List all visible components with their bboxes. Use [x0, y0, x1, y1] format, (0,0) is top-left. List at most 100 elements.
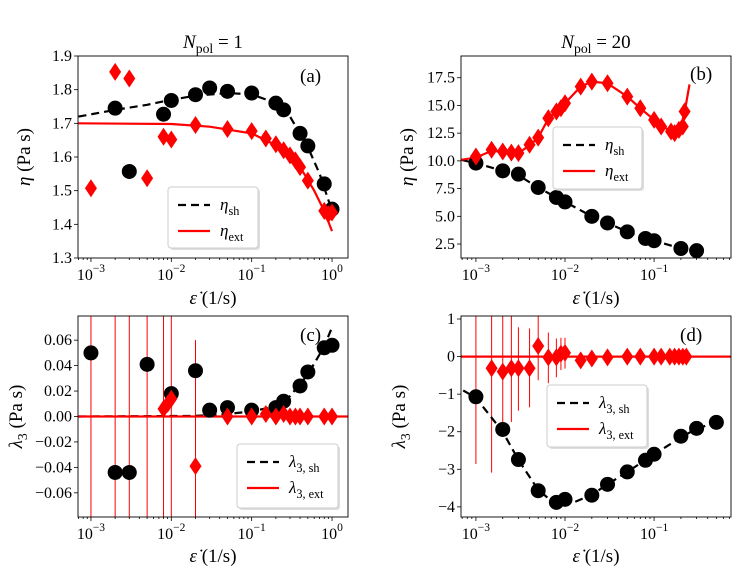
legend-label: λ3, ext	[598, 419, 634, 442]
shear-data-point	[510, 452, 526, 468]
extensional-data-point	[259, 404, 272, 423]
shear-data-point	[316, 176, 332, 192]
extensional-data-point	[469, 147, 482, 166]
x-tick-label-part: −3	[478, 263, 490, 275]
x-tick-label: 10−2	[551, 263, 579, 284]
shear-data-point	[495, 421, 511, 437]
legend-label: ηsh	[605, 135, 624, 158]
x-tick-label: 10−1	[238, 522, 266, 543]
panel-title-part: = 1	[213, 32, 243, 53]
extensional-data-point	[634, 99, 647, 118]
extensional-data-point	[559, 94, 572, 113]
y-tick-label: 7.5	[435, 181, 455, 198]
x-tick-label-part: 10	[321, 526, 337, 543]
x-tick-label-part: −3	[93, 522, 105, 534]
extensional-data-point	[301, 171, 314, 190]
x-tick-label-part: −1	[656, 522, 668, 534]
extensional-data-point	[512, 144, 525, 163]
shear-data-point	[495, 163, 511, 179]
legend-label: λ3, sh	[598, 393, 630, 416]
legend-label-part: ext	[228, 230, 244, 244]
y-tick-label: 1.5	[52, 183, 72, 200]
shear-data-point	[244, 85, 260, 101]
shear-data-point	[584, 208, 600, 224]
y-tick-label: 1.7	[52, 115, 72, 132]
extensional-data-point	[574, 351, 587, 370]
legend-label-part: λ	[288, 478, 296, 497]
extensional-data-point	[601, 74, 614, 93]
x-tick-label-part: −3	[93, 263, 105, 275]
shear-data-point	[300, 364, 316, 380]
extensional-data-point	[326, 203, 339, 222]
y-tick-label: −0.04	[35, 459, 72, 476]
shear-data-point	[600, 215, 616, 231]
shear-data-point	[689, 243, 705, 258]
panel-label: (a)	[300, 66, 321, 87]
shear-data-point	[219, 83, 235, 99]
y-axis-label-part: (Pa s)	[14, 128, 35, 177]
extensional-data-point	[574, 77, 587, 96]
legend-label-part: 3, sh	[606, 402, 629, 416]
extensional-data-point	[542, 348, 555, 367]
shear-data-point	[673, 240, 689, 256]
x-tick-label-part: 10	[640, 267, 656, 284]
shear-data-point	[530, 179, 546, 195]
panel-title: Npol = 1	[182, 32, 243, 56]
extensional-data-point	[109, 62, 122, 81]
panel-label: (d)	[680, 325, 702, 346]
x-tick-label-part: 0	[337, 263, 343, 275]
extensional-data-point	[189, 457, 202, 476]
panel-title: Npol = 20	[560, 32, 630, 56]
y-axis-label-part: (Pa s)	[397, 128, 418, 177]
extensional-data-point	[601, 348, 614, 367]
extensional-data-point	[245, 122, 258, 141]
y-tick-label: 0.02	[44, 383, 72, 400]
x-tick-label-part: 10	[640, 526, 656, 543]
y-axis-label-part: (Pa s)	[6, 385, 27, 434]
legend-label-part: 3, ext	[296, 487, 324, 501]
extensional-data-point	[221, 407, 234, 426]
y-tick-label: 10.0	[427, 153, 455, 170]
legend-label: λ3, ext	[288, 478, 324, 501]
extensional-data-point	[523, 135, 536, 154]
y-axis-label-part: λ	[389, 440, 410, 449]
extensional-data-point	[559, 343, 572, 362]
shear-data-point	[292, 125, 308, 141]
y-tick-label: 2.5	[435, 236, 455, 253]
extensional-data-point	[505, 359, 518, 378]
panel-label: (c)	[300, 325, 321, 346]
y-tick-label: 12.5	[427, 125, 455, 142]
legend-box	[236, 443, 339, 509]
shear-data-point	[139, 356, 155, 372]
extensional-data-point	[585, 349, 598, 368]
extensional-data-point	[496, 362, 509, 381]
shear-data-point	[584, 487, 600, 503]
shear-data-point	[107, 464, 123, 480]
extensional-data-point	[326, 407, 339, 426]
shear-data-point	[646, 446, 662, 462]
extensional-data-point	[621, 347, 634, 366]
x-axis-label: ε̇ (1/s)	[572, 288, 619, 309]
y-tick-label: −0.06	[35, 485, 72, 502]
x-tick-label-part: −1	[254, 522, 266, 534]
shear-data-point	[673, 428, 689, 444]
x-tick-label: 10−2	[551, 522, 579, 543]
extensional-data-point	[585, 72, 598, 91]
x-tick-label: 10−2	[157, 263, 185, 284]
extensional-data-point	[678, 102, 691, 121]
shear-data-point	[468, 389, 484, 405]
y-tick-label: 0.04	[44, 358, 72, 375]
y-tick-label: −3	[438, 461, 455, 478]
y-tick-label: 1	[447, 311, 455, 328]
y-axis-label: η (Pa s)	[397, 128, 418, 186]
shear-fit-line	[78, 326, 334, 418]
y-tick-label: −2	[438, 424, 455, 441]
panel-b: 2.55.07.510.012.515.017.510−3 10−2 10−1ε̇ …	[397, 32, 732, 309]
y-tick-label: 1.3	[52, 250, 72, 267]
extensional-data-point	[621, 87, 634, 106]
shear-data-point	[121, 163, 137, 179]
shear-data-point	[689, 420, 705, 436]
